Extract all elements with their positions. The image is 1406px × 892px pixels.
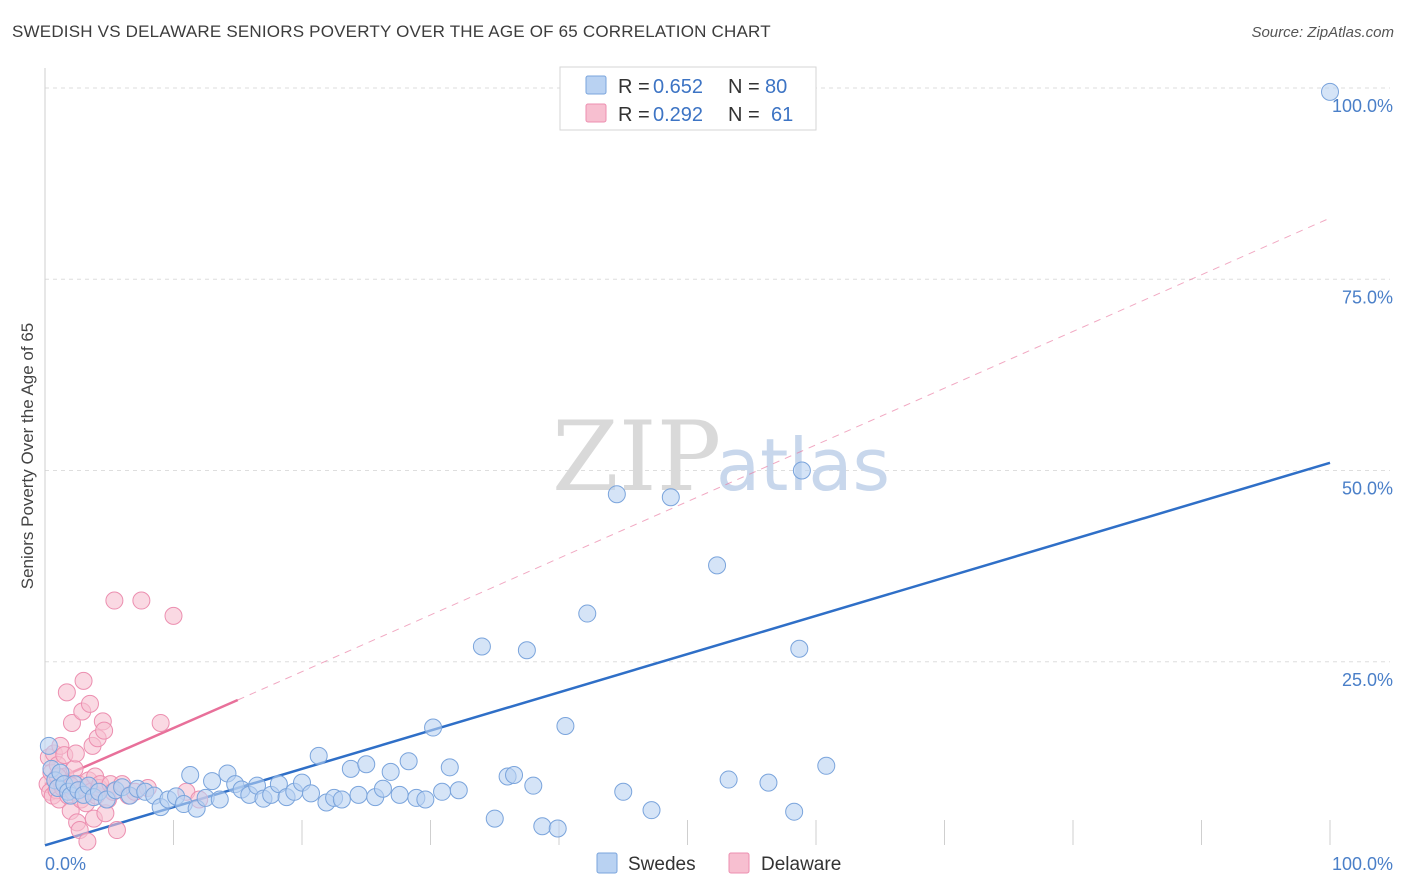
bottom-legend-label-delaware: Delaware <box>761 854 841 875</box>
point-swedes <box>505 765 524 784</box>
bottom-legend-label-swedes: Swedes <box>628 854 696 875</box>
point-swedes <box>708 556 727 575</box>
y-tick-label: 50.0% <box>1342 479 1393 499</box>
y-axis-label: Seniors Poverty Over the Age of 65 <box>18 323 37 589</box>
trend-extension-delaware <box>237 217 1331 701</box>
point-swedes <box>424 718 443 737</box>
y-tick-label: 75.0% <box>1342 287 1393 307</box>
point-delaware <box>151 713 170 732</box>
series-legend: Swedes Delaware <box>596 852 841 875</box>
point-swedes <box>642 801 661 820</box>
point-delaware <box>66 744 85 763</box>
point-delaware <box>132 591 151 610</box>
point-swedes <box>548 819 567 838</box>
point-swedes <box>578 604 597 623</box>
data-points <box>38 82 1339 851</box>
point-swedes <box>524 776 543 795</box>
point-delaware <box>57 683 76 702</box>
point-delaware <box>62 713 81 732</box>
point-swedes <box>759 773 778 792</box>
point-delaware <box>95 721 114 740</box>
legend-swatch-swedes <box>585 75 607 95</box>
point-swedes <box>349 785 368 804</box>
point-swedes <box>390 785 409 804</box>
point-swedes <box>381 762 400 781</box>
point-swedes <box>210 790 229 809</box>
source-label: Source: ZipAtlas.com <box>1251 24 1394 41</box>
point-swedes <box>433 782 452 801</box>
point-swedes <box>472 637 491 656</box>
point-delaware <box>74 671 93 690</box>
legend-n-value-swedes: 80 <box>765 76 787 98</box>
point-swedes <box>309 746 328 765</box>
x-tick-label: 100.0% <box>1332 854 1393 874</box>
point-swedes <box>1321 82 1339 101</box>
point-swedes <box>607 485 626 504</box>
point-swedes <box>533 817 552 836</box>
point-swedes <box>517 641 536 660</box>
point-swedes <box>357 755 376 774</box>
x-tick-label: 0.0% <box>45 854 86 874</box>
trend-lines <box>44 217 1331 847</box>
watermark-zip: ZIP <box>552 401 721 513</box>
legend-r-label-delaware: R = <box>618 104 650 126</box>
point-delaware <box>164 606 183 625</box>
bottom-legend-swatch-delaware <box>728 852 750 874</box>
point-delaware <box>107 821 126 840</box>
bottom-legend-swatch-swedes <box>596 852 618 874</box>
point-swedes <box>373 779 392 798</box>
y-tick-label: 100.0% <box>1332 96 1393 116</box>
point-swedes <box>661 488 680 507</box>
axes <box>44 68 1331 845</box>
point-swedes <box>399 752 418 771</box>
point-swedes <box>556 717 575 736</box>
point-swedes <box>440 758 459 777</box>
y-tick-label: 25.0% <box>1342 670 1393 690</box>
point-swedes <box>301 784 320 803</box>
legend-swatch-delaware <box>585 103 607 123</box>
point-swedes <box>39 736 58 755</box>
point-swedes <box>785 802 804 821</box>
grid-lines <box>45 87 1390 663</box>
y-tick-labels: 25.0% 50.0% 75.0% 100.0% <box>1332 96 1393 690</box>
legend-n-label-delaware: N = <box>728 104 760 126</box>
point-swedes <box>181 765 200 784</box>
point-swedes <box>203 772 222 791</box>
point-swedes <box>341 759 360 778</box>
point-delaware <box>105 591 124 610</box>
point-swedes <box>614 782 633 801</box>
legend-n-value-delaware: 61 <box>771 104 793 126</box>
chart-title: SWEDISH VS DELAWARE SENIORS POVERTY OVER… <box>12 22 771 41</box>
x-tick-labels: 0.0% 100.0% <box>45 854 1393 874</box>
point-delaware <box>78 832 97 851</box>
point-swedes <box>719 770 738 789</box>
legend-n-label-swedes: N = <box>728 76 760 98</box>
point-swedes <box>817 756 836 775</box>
watermark: ZIP atlas <box>552 401 890 513</box>
point-swedes <box>792 461 811 480</box>
legend-r-label-swedes: R = <box>618 76 650 98</box>
correlation-legend: R = 0.652 N = 80 R = 0.292 N = 61 <box>559 66 817 131</box>
point-swedes <box>332 790 351 809</box>
point-swedes <box>449 781 468 800</box>
point-swedes <box>790 639 809 658</box>
legend-r-value-swedes: 0.652 <box>653 76 703 98</box>
point-swedes <box>416 790 435 809</box>
point-delaware <box>80 694 99 713</box>
legend-r-value-delaware: 0.292 <box>653 104 703 126</box>
point-swedes <box>485 809 504 828</box>
